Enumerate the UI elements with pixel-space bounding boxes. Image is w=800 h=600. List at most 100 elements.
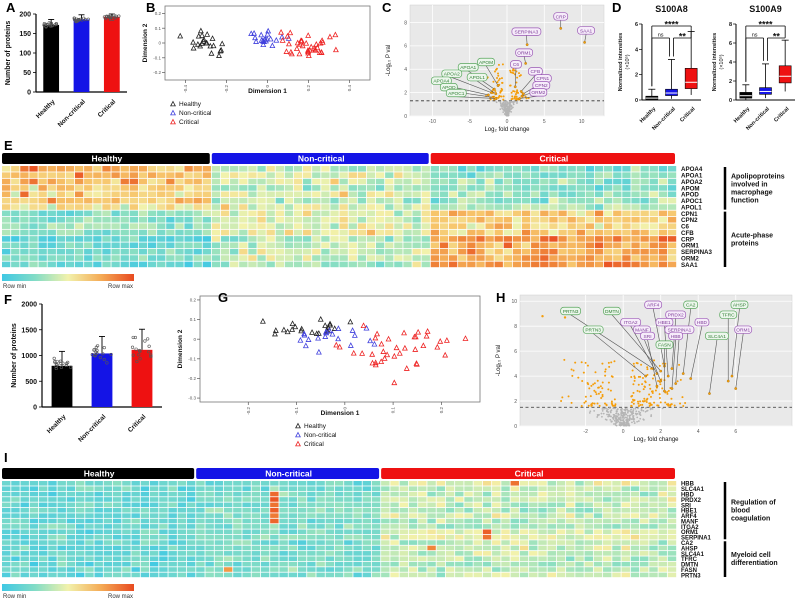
svg-text:HBE1: HBE1	[658, 320, 671, 326]
svg-text:0.1: 0.1	[155, 26, 162, 31]
svg-text:Dimension 2: Dimension 2	[142, 23, 149, 62]
svg-text:2: 2	[404, 90, 407, 96]
svg-text:APOD: APOD	[442, 85, 456, 91]
svg-text:MANF: MANF	[681, 519, 699, 525]
svg-text:0.1: 0.1	[391, 407, 396, 414]
svg-text:SRI: SRI	[681, 503, 691, 509]
svg-text:SLC4A1: SLC4A1	[708, 334, 726, 340]
svg-text:2: 2	[514, 399, 517, 405]
svg-text:APOL1: APOL1	[469, 75, 485, 81]
svg-text:FASN: FASN	[658, 343, 671, 349]
svg-text:ORM1: ORM1	[736, 328, 750, 334]
svg-text:**: **	[679, 32, 687, 42]
volcano-plot-cell: -2 0 2 4 6 0 2 4 6 8 10 PRTN3 DMTN ARF4 CA2 AHSP PRDX2 TF…	[496, 294, 793, 443]
bar-chart-cell-protein-count: 0 500 1000 1500 2000 Number of proteins Health…	[11, 302, 162, 444]
svg-text:-0.1: -0.1	[188, 356, 196, 361]
svg-text:-Log₁₀ P val: -Log₁₀ P val	[496, 345, 502, 376]
svg-text:4: 4	[404, 67, 407, 73]
svg-text:6: 6	[404, 44, 407, 50]
svg-text:Myeloid cell: Myeloid cell	[731, 552, 771, 559]
svg-text:Apolipoproteins: Apolipoproteins	[731, 173, 785, 180]
svg-text:PRTN3: PRTN3	[563, 309, 579, 315]
svg-text:CA2: CA2	[686, 303, 696, 309]
svg-text:AHSP: AHSP	[733, 303, 746, 309]
svg-text:proteins: proteins	[731, 240, 759, 247]
panel-a-protein-count: 0 50 100 150 200 Number of proteins Healthy Non…	[0, 0, 135, 140]
svg-text:blood: blood	[731, 508, 750, 515]
svg-text:-0.1: -0.1	[153, 55, 161, 60]
svg-text:100: 100	[19, 51, 31, 58]
svg-text:2: 2	[729, 79, 732, 85]
svg-text:-0.3: -0.3	[188, 396, 196, 401]
svg-text:Non-critical: Non-critical	[77, 413, 107, 443]
svg-text:HBD: HBD	[697, 320, 708, 326]
svg-text:CRP: CRP	[681, 236, 694, 243]
panel-h-label: H	[496, 290, 506, 305]
svg-text:TFRC: TFRC	[681, 557, 698, 563]
svg-text:involved in: involved in	[731, 181, 768, 188]
svg-text:CFB: CFB	[681, 230, 694, 237]
svg-text:500: 500	[25, 379, 37, 386]
svg-text:APOM: APOM	[681, 185, 700, 192]
panel-d-boxplots: S100A8 0 2 4 6 Normalized intensities (×10⁵) He…	[612, 0, 800, 140]
svg-text:Non-critical: Non-critical	[304, 432, 337, 439]
svg-text:APOM: APOM	[479, 60, 493, 66]
svg-text:0: 0	[158, 41, 161, 46]
svg-text:SERPINA3: SERPINA3	[515, 29, 539, 35]
svg-text:8: 8	[514, 324, 517, 330]
svg-text:ARF4: ARF4	[681, 514, 697, 520]
svg-text:150: 150	[19, 31, 31, 38]
svg-text:-0.1: -0.1	[294, 407, 299, 415]
svg-text:coagulation: coagulation	[731, 516, 770, 523]
svg-text:S100A9: S100A9	[749, 4, 782, 14]
svg-text:SRI: SRI	[644, 334, 652, 340]
panel-d-label: D	[612, 0, 622, 15]
svg-text:Normalized intensities: Normalized intensities	[618, 33, 624, 91]
svg-text:PRDX2: PRDX2	[681, 498, 702, 504]
svg-text:-0.2: -0.2	[246, 407, 251, 415]
svg-text:0.2: 0.2	[439, 407, 444, 414]
svg-text:****: ****	[758, 20, 773, 30]
svg-text:-0.4: -0.4	[183, 85, 188, 93]
svg-text:ns: ns	[658, 33, 664, 39]
svg-text:Dimension 1: Dimension 1	[248, 88, 287, 95]
svg-text:SERPINA1: SERPINA1	[681, 536, 712, 542]
svg-text:ARF4: ARF4	[647, 303, 660, 309]
svg-text:APOA1: APOA1	[460, 65, 476, 71]
svg-text:PRTN3: PRTN3	[681, 573, 701, 579]
svg-text:TFRC: TFRC	[722, 313, 735, 319]
svg-text:ORM1: ORM1	[681, 530, 699, 536]
panel-c-label: C	[382, 0, 392, 15]
svg-text:S100A8: S100A8	[655, 4, 688, 14]
svg-text:****: ****	[664, 20, 679, 30]
svg-text:DMTN: DMTN	[681, 563, 698, 569]
svg-text:5: 5	[543, 119, 546, 125]
svg-text:50: 50	[23, 70, 31, 77]
svg-text:Critical: Critical	[679, 106, 697, 124]
svg-text:Healthy: Healthy	[92, 154, 123, 164]
svg-text:Healthy: Healthy	[304, 423, 327, 430]
svg-text:-2: -2	[583, 429, 588, 435]
svg-text:0: 0	[622, 429, 625, 435]
svg-text:Log₂ fold change: Log₂ fold change	[484, 127, 530, 133]
svg-text:0.1: 0.1	[190, 317, 197, 322]
svg-text:Healthy: Healthy	[733, 106, 752, 125]
svg-text:PRDX2: PRDX2	[668, 313, 684, 319]
svg-text:0: 0	[27, 90, 31, 97]
panel-e-label: E	[4, 138, 13, 153]
svg-text:ITGA2: ITGA2	[681, 525, 699, 531]
svg-text:Dimension 2: Dimension 2	[177, 329, 184, 368]
svg-text:APOA2: APOA2	[681, 179, 703, 186]
svg-text:0: 0	[506, 119, 509, 125]
heatmap-serum-proteins: Healthy Non-critical CriticalAPOA4APOA1APO…	[2, 153, 785, 290]
svg-text:APOA1: APOA1	[681, 173, 703, 180]
svg-text:0: 0	[342, 407, 347, 410]
svg-text:Acute-phase: Acute-phase	[731, 232, 773, 239]
svg-text:2: 2	[635, 73, 638, 79]
panel-e-heatmap: Healthy Non-critical Critical APOA4 APOA1 APO…	[0, 140, 800, 290]
svg-text:6: 6	[734, 429, 737, 435]
svg-text:-10: -10	[429, 119, 436, 125]
svg-text:ORM1: ORM1	[517, 51, 531, 57]
svg-text:Critical: Critical	[304, 441, 324, 448]
